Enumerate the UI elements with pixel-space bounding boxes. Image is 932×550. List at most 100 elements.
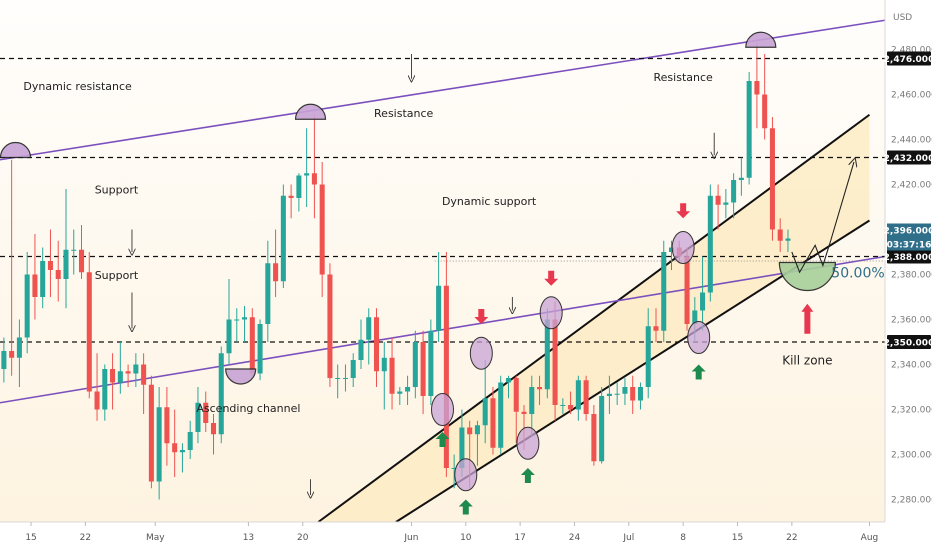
candle-body: [777, 229, 783, 241]
fib-level-label: 50.00%: [831, 265, 884, 281]
candle-body: [762, 94, 768, 129]
candle: [172, 409, 178, 477]
green-up-arrow: [520, 468, 535, 483]
candle: [86, 252, 92, 399]
candle-body: [210, 423, 217, 435]
candle-body: [575, 380, 581, 410]
x-tick-label: 22: [786, 533, 797, 543]
candle: [32, 234, 38, 320]
time-axis[interactable]: 15 22 May 13 20 Jun 10 17 24 Jul 8 15 22 Aug: [0, 521, 932, 550]
candle: [164, 387, 170, 466]
candle-body: [47, 261, 53, 270]
candle-body: [498, 382, 504, 448]
candle: [505, 375, 512, 399]
candle-body: [16, 337, 22, 358]
annotation-layer: Dynamic resistance Resistance Resistance Su…: [0, 31, 854, 515]
candle-body: [707, 195, 713, 293]
candle-body: [381, 357, 387, 372]
candle: [24, 252, 30, 354]
candle: [296, 173, 302, 212]
candle: [319, 162, 325, 297]
candle: [412, 330, 418, 399]
candle-body: [218, 353, 224, 435]
x-tick-label: 17: [514, 533, 525, 543]
candle-body: [94, 391, 100, 410]
candle-body: [661, 252, 667, 331]
red-down-arrow: [676, 203, 691, 219]
candle-body: [366, 317, 372, 340]
candle: [668, 240, 675, 270]
candle-body: [296, 175, 302, 198]
candle-body: [133, 364, 139, 374]
candle-body: [700, 292, 706, 311]
candle-body: [141, 364, 147, 385]
candle: [785, 229, 791, 252]
candle-body: [148, 384, 154, 482]
candle-body: [459, 427, 465, 468]
candle-body: [420, 342, 426, 396]
candle-body: [513, 378, 519, 412]
candle: [40, 247, 46, 309]
candle-body: [350, 360, 356, 378]
currency-label: USD: [893, 13, 912, 23]
candle-body: [599, 396, 605, 462]
candle: [513, 375, 519, 444]
candle-body: [319, 184, 325, 275]
x-tick-label: 8: [680, 533, 686, 543]
candle-body: [389, 357, 395, 394]
candle: [474, 420, 480, 466]
candle-body: [358, 339, 364, 360]
candle: [203, 391, 209, 432]
candle-body: [529, 387, 535, 414]
candle: [420, 330, 426, 414]
candle: [498, 375, 504, 455]
candle-body: [614, 393, 620, 395]
candle-body: [280, 195, 286, 282]
candle-body: [474, 425, 480, 435]
touch-circle: [516, 426, 540, 460]
candle: [389, 337, 395, 410]
candle: [614, 382, 620, 405]
candle: [102, 364, 108, 421]
candle-body: [125, 371, 131, 374]
candle-body: [490, 398, 496, 448]
current-price-badge: [887, 223, 931, 238]
candle-body: [273, 263, 279, 282]
dynamic-resistance-line: [0, 19, 886, 161]
level-price-badge: [887, 335, 931, 349]
level-price-text: 2,350.000: [884, 339, 932, 349]
candle-body: [746, 81, 752, 178]
candle: [195, 387, 201, 444]
candle: [537, 375, 543, 405]
candle-body: [630, 387, 636, 401]
candle-body: [78, 249, 85, 273]
candle: [218, 346, 224, 444]
candle: [94, 353, 100, 421]
candle-body: [304, 173, 310, 176]
candle-body: [738, 177, 744, 180]
x-tick-label: 22: [80, 533, 91, 543]
candle: [358, 319, 364, 369]
price-axis[interactable]: USD 2,280.000 2,300.000 2,320.000 2,340.000…: [884, 0, 932, 550]
candle-body: [769, 128, 775, 230]
green-up-arrow: [458, 499, 473, 515]
candle: [9, 159, 15, 376]
candle: [591, 405, 597, 466]
level-price-text: 2,388.000: [884, 253, 932, 263]
y-tick-label: 2,480.000: [891, 46, 932, 56]
candle-body: [436, 285, 442, 331]
y-tick-label: 2,360.000: [891, 316, 932, 326]
resistance-arch: [745, 31, 777, 48]
candle: [653, 308, 659, 342]
candle: [754, 42, 760, 129]
candle-body: [521, 411, 527, 414]
touch-circle: [687, 321, 711, 354]
candle-body: [195, 402, 201, 432]
candle: [311, 114, 317, 219]
candle: [575, 375, 581, 421]
touch-circle: [431, 393, 454, 426]
candle: [769, 117, 775, 241]
candle: [443, 252, 449, 477]
candle-body: [373, 317, 380, 372]
